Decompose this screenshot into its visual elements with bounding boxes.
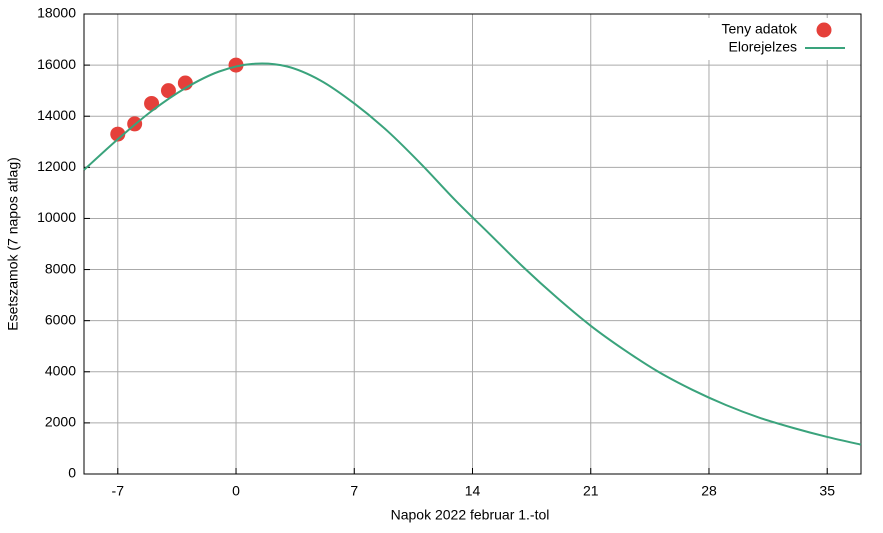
x-tick-label: 7	[350, 483, 358, 499]
forecast-line	[83, 62, 862, 446]
x-tick-label: 0	[232, 483, 240, 499]
plot-frame	[83, 13, 862, 475]
y-tick-label: 16000	[37, 56, 76, 72]
x-axis-label: Napok 2022 februar 1.-tol	[391, 507, 550, 523]
y-tick-label: 8000	[45, 260, 76, 276]
x-tick-label: 35	[819, 483, 835, 499]
y-tick-label: 12000	[37, 158, 76, 174]
legend-marker	[816, 22, 832, 38]
data-point	[228, 57, 244, 73]
y-tick-label: 6000	[45, 311, 76, 327]
y-tick-label: 2000	[45, 414, 76, 430]
x-tick-label: 14	[465, 483, 481, 499]
legend-label: Elorejelzes	[729, 39, 797, 55]
y-tick-label: 10000	[37, 209, 76, 225]
data-point	[110, 126, 126, 142]
y-tick-label: 0	[68, 465, 76, 481]
data-point	[160, 83, 176, 99]
legend-label: Teny adatok	[722, 21, 798, 37]
y-tick-label: 4000	[45, 362, 76, 378]
y-axis-label: Esetszamok (7 napos atlag)	[5, 157, 21, 331]
legend-background	[700, 18, 859, 60]
x-tick-label: 28	[701, 483, 717, 499]
y-tick-label: 14000	[37, 107, 76, 123]
x-tick-label: 21	[583, 483, 599, 499]
data-point	[144, 95, 160, 111]
x-tick-label: -7	[112, 483, 125, 499]
y-tick-label: 18000	[37, 5, 76, 21]
